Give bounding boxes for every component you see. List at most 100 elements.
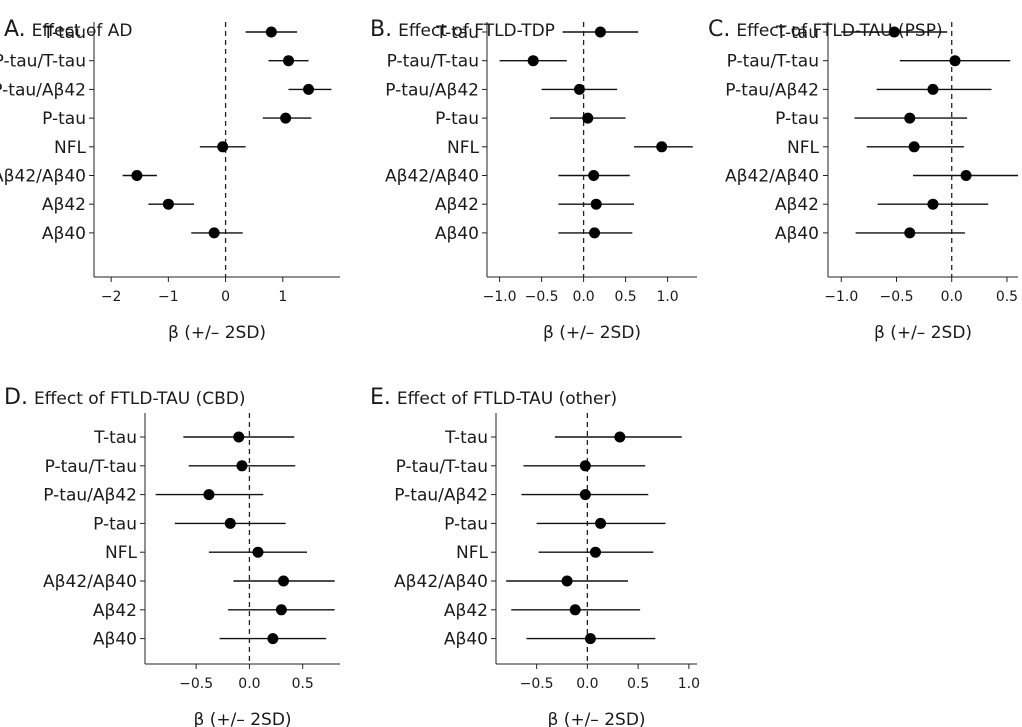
panel-title-text: Effect of FTLD-TAU (PSP) [736,21,942,41]
category-label: P-tau/Aβ42 [0,80,86,100]
estimate-point [280,112,292,124]
category-label: Aβ42/Aβ40 [394,572,488,592]
estimate-point [275,604,287,616]
estimate-point [265,26,277,38]
x-tick-label: −1.0 [483,289,517,305]
x-tick-label: 0.0 [941,289,963,305]
panel-title-text: Effect of FTLD-TDP [398,21,555,41]
x-axis-title: β (+/– 2SD) [547,710,645,727]
estimate-point [162,198,174,210]
estimate-point [208,227,220,239]
estimate-point [656,141,668,153]
category-label: Aβ40 [444,630,488,650]
panel-letter: E. [370,385,391,410]
estimate-point [904,227,916,239]
category-label: P-tau/Aβ42 [385,80,479,100]
x-tick-label: 0.5 [614,289,636,305]
estimate-point [233,431,245,443]
category-label: Aβ42 [775,195,819,215]
estimate-point [303,83,315,95]
estimate-point [960,170,972,181]
category-label: Aβ42 [93,601,137,621]
estimate-point [278,575,290,587]
panel-title-text: Effect of FTLD-TAU (other) [397,389,617,409]
x-tick-label: 1 [278,289,287,305]
category-label: P-tau/T-tau [45,457,137,477]
estimate-point [203,489,215,501]
category-label: T-tau [435,23,479,43]
estimate-point [573,83,585,95]
estimate-point [582,112,594,124]
estimate-point [594,26,606,38]
estimate-point [927,198,939,210]
x-tick-label: −2 [101,289,122,305]
panel-title: D. Effect of FTLD-TAU (CBD) [4,385,245,410]
category-label: Aβ42 [435,195,479,215]
category-label: P-tau/Aβ42 [725,80,819,100]
estimate-point [252,546,264,558]
x-tick-label: −0.5 [520,676,554,692]
category-label: P-tau [42,109,86,129]
panel-letter: B. [370,17,392,42]
x-axis-title: β (+/– 2SD) [168,323,266,343]
category-label: Aβ42/Aβ40 [385,167,479,187]
estimate-point [579,460,591,472]
estimate-point [283,55,295,67]
category-label: T-tau [42,23,86,43]
x-tick-label: −1.0 [824,289,858,305]
x-tick-label: −0.5 [879,289,913,305]
x-tick-label: 0.5 [627,676,649,692]
x-tick-label: −1 [158,289,179,305]
category-label: NFL [456,543,488,563]
category-label: Aβ42 [444,601,488,621]
panel-title: A. Effect of AD [4,17,133,42]
category-label: NFL [447,138,479,158]
category-label: Aβ42/Aβ40 [725,167,819,187]
estimate-point [224,517,236,529]
panel-letter: A. [4,17,26,42]
estimate-point [927,83,939,95]
category-label: NFL [54,138,86,158]
x-tick-label: −0.5 [525,289,559,305]
x-tick-label: −0.5 [179,676,213,692]
panel-title-text: Effect of AD [32,21,133,41]
category-label: P-tau/T-tau [727,52,819,72]
category-label: Aβ40 [42,224,86,244]
estimate-point [588,170,600,181]
category-label: P-tau/T-tau [387,52,479,72]
x-axis-title: β (+/– 2SD) [874,323,972,343]
panel-title: B. Effect of FTLD-TDP [370,17,555,42]
estimate-point [888,26,900,38]
category-label: Aβ42/Aβ40 [43,572,137,592]
estimate-point [908,141,920,153]
estimate-point [589,546,601,558]
panel-title-text: Effect of FTLD-TAU (CBD) [34,389,246,409]
estimate-point [590,198,602,210]
panel-title: E. Effect of FTLD-TAU (other) [370,385,617,410]
x-axis-title: β (+/– 2SD) [543,323,641,343]
x-tick-label: 1.0 [678,676,700,692]
category-label: P-tau [444,514,488,534]
x-tick-label: 0.0 [238,676,260,692]
estimate-point [949,55,961,67]
category-label: T-tau [444,428,488,448]
x-tick-label: 0.0 [576,676,598,692]
estimate-point [561,575,573,587]
estimate-point [217,141,229,153]
category-label: T-tau [93,428,137,448]
estimate-point [236,460,248,472]
category-label: Aβ42 [42,195,86,215]
category-label: P-tau [775,109,819,129]
category-label: P-tau/Aβ42 [394,486,488,506]
estimate-point [527,55,539,67]
x-tick-label: 0.0 [572,289,594,305]
category-label: T-tau [775,23,819,43]
x-tick-label: 0.5 [996,289,1018,305]
x-tick-label: 0 [221,289,230,305]
estimate-point [584,633,596,645]
estimate-point [904,112,916,124]
estimate-point [579,489,591,501]
estimate-point [595,517,607,529]
estimate-point [614,431,626,443]
category-label: P-tau/Aβ42 [43,486,137,506]
